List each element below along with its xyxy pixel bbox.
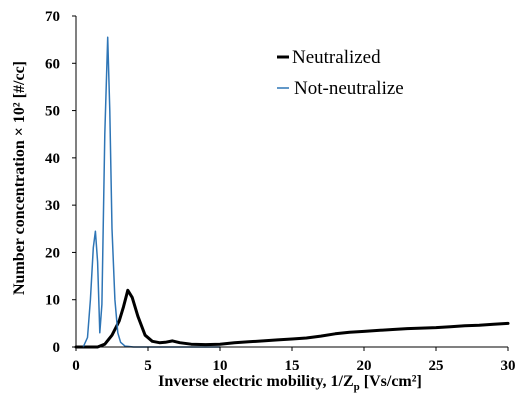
- x-tick-label: 0: [72, 358, 80, 374]
- y-tick-label: 60: [45, 56, 60, 72]
- legend-label-not-neutralize: Not-neutralize: [294, 78, 404, 99]
- x-tick-label: 5: [144, 358, 152, 374]
- x-tick-label: 15: [285, 358, 300, 374]
- y-tick-label: 0: [53, 340, 61, 356]
- y-tick-label: 20: [45, 245, 60, 261]
- x-tick-label: 10: [213, 358, 228, 374]
- y-axis-title: Number concentration × 10² [#/cc]: [11, 61, 28, 295]
- y-tick-label: 50: [45, 104, 60, 120]
- y-tick-label: 70: [45, 9, 60, 25]
- y-tick-label: 10: [45, 293, 60, 309]
- x-axis-title: Inverse electric mobility, 1/Zp [Vs/cm²]: [158, 373, 422, 393]
- x-tick-label: 30: [501, 358, 516, 374]
- y-tick-label: 40: [45, 151, 60, 167]
- x-tick-label: 20: [357, 358, 372, 374]
- y-tick-label: 30: [45, 198, 60, 214]
- x-tick-label: 25: [429, 358, 444, 374]
- legend-label-neutralized: Neutralized: [292, 47, 381, 68]
